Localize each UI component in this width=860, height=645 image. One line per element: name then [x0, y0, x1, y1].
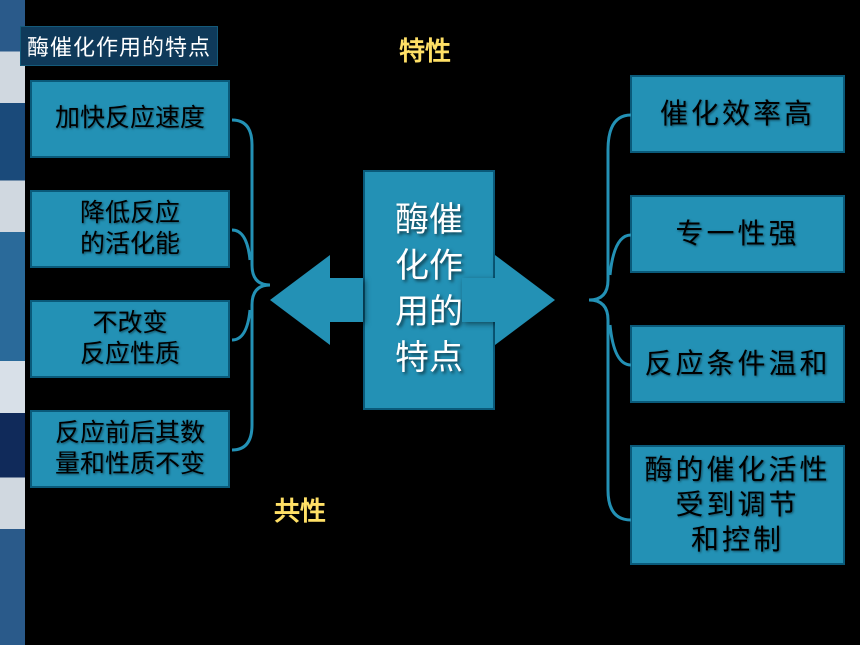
arrow-left-icon — [270, 255, 330, 345]
right-box-1-text: 催化效率高 — [660, 97, 815, 132]
right-bracket — [586, 80, 631, 550]
left-box-1: 加快反应速度 — [30, 80, 230, 158]
left-box-3-text: 不改变反应性质 — [80, 308, 180, 371]
left-box-4-text: 反应前后其数量和性质不变 — [55, 418, 205, 481]
right-box-3-text: 反应条件温和 — [644, 347, 830, 382]
left-box-1-text: 加快反应速度 — [55, 103, 205, 134]
right-box-2: 专一性强 — [630, 195, 845, 273]
left-box-4: 反应前后其数量和性质不变 — [30, 410, 230, 488]
left-bracket — [232, 85, 272, 485]
left-box-2: 降低反应的活化能 — [30, 190, 230, 268]
right-box-4-text: 酶的催化活性受到调节和控制 — [644, 453, 830, 558]
callout-bottom-text: 共性 — [274, 491, 326, 528]
right-box-2-text: 专一性强 — [675, 217, 799, 252]
left-box-2-text: 降低反应的活化能 — [80, 198, 180, 261]
decorative-sidebar — [0, 0, 25, 645]
right-box-1: 催化效率高 — [630, 75, 845, 153]
callout-top: 特性 — [360, 20, 490, 78]
arrow-right-icon — [495, 255, 555, 345]
slide-title: 酶催化作用的特点 — [20, 26, 218, 66]
callout-top-text: 特性 — [399, 31, 451, 68]
slide-title-text: 酶催化作用的特点 — [27, 35, 211, 60]
right-box-3: 反应条件温和 — [630, 325, 845, 403]
center-box-text: 酶催化作用的特点 — [395, 198, 463, 382]
left-box-3: 不改变反应性质 — [30, 300, 230, 378]
right-box-4: 酶的催化活性受到调节和控制 — [630, 445, 845, 565]
callout-bottom: 共性 — [235, 480, 365, 538]
